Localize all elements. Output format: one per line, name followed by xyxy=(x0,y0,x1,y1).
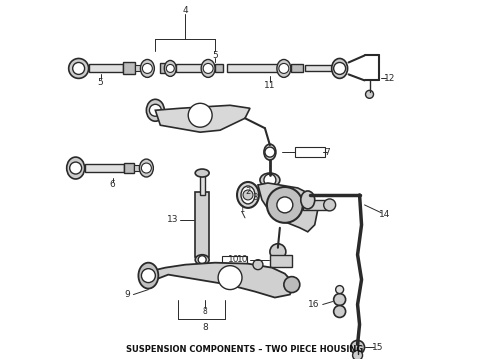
Circle shape xyxy=(243,190,253,200)
Circle shape xyxy=(324,199,336,211)
Circle shape xyxy=(149,104,161,116)
Text: 16: 16 xyxy=(308,300,319,309)
Text: 12: 12 xyxy=(384,74,395,83)
Circle shape xyxy=(267,187,303,223)
Text: SUSPENSION COMPONENTS – TWO PIECE HOUSING: SUSPENSION COMPONENTS – TWO PIECE HOUSIN… xyxy=(126,345,364,354)
Ellipse shape xyxy=(301,191,315,209)
Polygon shape xyxy=(148,263,295,298)
Bar xyxy=(123,62,135,75)
Text: 15: 15 xyxy=(372,343,383,352)
Bar xyxy=(176,64,206,72)
Circle shape xyxy=(284,276,300,293)
Ellipse shape xyxy=(67,157,85,179)
Circle shape xyxy=(265,147,275,157)
Ellipse shape xyxy=(272,247,284,257)
Circle shape xyxy=(253,260,263,270)
Circle shape xyxy=(143,63,152,73)
Bar xyxy=(134,165,143,171)
Circle shape xyxy=(70,162,82,174)
Circle shape xyxy=(336,285,343,293)
Bar xyxy=(295,147,325,157)
Text: 5: 5 xyxy=(98,78,103,87)
Circle shape xyxy=(366,90,373,98)
Circle shape xyxy=(334,62,345,75)
Circle shape xyxy=(353,350,363,360)
Bar xyxy=(200,175,205,195)
Text: 6: 6 xyxy=(110,180,115,189)
Bar xyxy=(270,255,292,267)
Bar xyxy=(85,164,124,172)
Bar xyxy=(303,200,328,210)
Ellipse shape xyxy=(241,186,255,204)
Ellipse shape xyxy=(195,255,209,265)
Text: 11: 11 xyxy=(264,81,276,90)
Bar xyxy=(89,64,123,72)
Circle shape xyxy=(203,63,213,73)
Ellipse shape xyxy=(164,60,176,76)
Bar xyxy=(124,163,134,173)
Polygon shape xyxy=(155,105,250,132)
Circle shape xyxy=(270,244,286,260)
Circle shape xyxy=(334,293,345,306)
Ellipse shape xyxy=(141,59,154,77)
Ellipse shape xyxy=(147,99,164,121)
Ellipse shape xyxy=(277,59,291,77)
Circle shape xyxy=(69,58,89,78)
Text: 1: 1 xyxy=(240,206,245,215)
Text: 14: 14 xyxy=(379,210,390,219)
Circle shape xyxy=(334,306,345,318)
Text: 10: 10 xyxy=(228,255,240,264)
Text: 8: 8 xyxy=(202,323,208,332)
Text: 3: 3 xyxy=(252,193,258,202)
Circle shape xyxy=(277,197,293,213)
Circle shape xyxy=(218,266,242,289)
Ellipse shape xyxy=(237,182,259,208)
Circle shape xyxy=(142,163,151,173)
Bar xyxy=(227,64,282,72)
Ellipse shape xyxy=(201,59,215,77)
Ellipse shape xyxy=(195,169,209,177)
Ellipse shape xyxy=(260,173,280,187)
Bar xyxy=(305,66,335,71)
Ellipse shape xyxy=(140,159,153,177)
Bar xyxy=(222,256,247,264)
Ellipse shape xyxy=(332,58,347,78)
Text: 4: 4 xyxy=(182,6,188,15)
Text: 9: 9 xyxy=(124,290,130,299)
Bar xyxy=(160,63,168,73)
Text: 7: 7 xyxy=(325,148,330,157)
Bar xyxy=(291,64,303,72)
Bar xyxy=(135,66,144,71)
Polygon shape xyxy=(258,183,318,232)
Bar xyxy=(195,192,209,257)
Circle shape xyxy=(166,64,174,72)
Circle shape xyxy=(73,62,85,75)
Text: 5: 5 xyxy=(212,51,218,60)
Circle shape xyxy=(264,174,276,186)
Text: 10: 10 xyxy=(237,255,248,264)
Text: 2: 2 xyxy=(245,188,250,197)
Ellipse shape xyxy=(138,263,158,289)
Text: 13: 13 xyxy=(167,215,178,224)
Text: 8: 8 xyxy=(203,307,208,316)
Ellipse shape xyxy=(264,144,276,160)
Bar xyxy=(215,64,223,72)
Circle shape xyxy=(142,269,155,283)
Circle shape xyxy=(198,256,206,264)
Circle shape xyxy=(350,340,365,354)
Circle shape xyxy=(188,103,212,127)
Circle shape xyxy=(279,63,289,73)
